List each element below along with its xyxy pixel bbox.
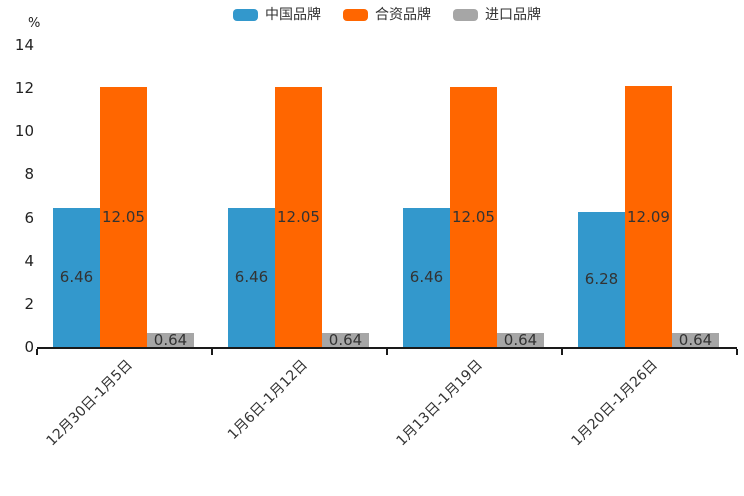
bar-进口品牌-2	[497, 333, 544, 347]
x-axis-tick	[561, 349, 563, 355]
y-tick-label: 2	[24, 294, 34, 313]
bar-合资品牌-3	[625, 86, 672, 347]
bar-value-label: 12.09	[627, 207, 670, 226]
y-tick-label: 6	[24, 208, 34, 227]
x-axis-line	[37, 347, 737, 349]
bar-进口品牌-0	[147, 333, 194, 347]
legend-swatch-icon	[453, 9, 478, 21]
legend-swatch-icon	[343, 9, 368, 21]
legend-label: 合资品牌	[375, 7, 431, 23]
bar-中国品牌-3	[578, 211, 625, 347]
bar-value-label: 0.64	[503, 331, 538, 350]
x-tick-label-0: 12月30日-1月5日	[43, 357, 136, 450]
x-axis-tick	[36, 349, 38, 355]
x-tick-label-1: 1月6日-1月12日	[224, 357, 311, 443]
bar-value-label: 0.64	[328, 331, 363, 350]
bar-value-label: 6.46	[59, 268, 94, 287]
x-axis-tick	[211, 349, 213, 355]
bar-value-label: 0.64	[153, 331, 188, 350]
legend-item-1[interactable]: 合资品牌	[343, 8, 431, 22]
legend-item-2[interactable]: 进口品牌	[453, 8, 541, 22]
bar-value-label: 6.46	[234, 268, 269, 287]
legend-label: 进口品牌	[485, 7, 541, 23]
x-tick-label-3: 1月20日-1月26日	[568, 357, 661, 450]
bar-合资品牌-0	[100, 87, 147, 347]
bar-value-label: 12.05	[102, 208, 145, 227]
y-tick-label: 4	[24, 251, 34, 270]
bar-合资品牌-1	[275, 87, 322, 347]
y-tick-label: 12	[14, 79, 34, 98]
bar-value-label: 6.28	[584, 270, 619, 289]
x-axis-tick	[736, 349, 738, 355]
legend-label: 中国品牌	[265, 7, 321, 23]
x-tick-label-2: 1月13日-1月19日	[393, 357, 486, 450]
y-tick-label: 0	[24, 338, 34, 356]
legend-item-0[interactable]: 中国品牌	[233, 8, 321, 22]
bar-中国品牌-1	[228, 207, 275, 347]
bar-value-label: 0.64	[678, 331, 713, 350]
y-tick-label: 8	[24, 165, 34, 184]
y-tick-label: 10	[14, 122, 34, 141]
bar-value-label: 12.05	[277, 208, 320, 227]
x-axis-tick	[386, 349, 388, 355]
chart-legend: 中国品牌 合资品牌 进口品牌	[233, 8, 541, 22]
bar-进口品牌-3	[672, 333, 719, 347]
y-axis-unit-label: %	[28, 16, 41, 31]
bar-合资品牌-2	[450, 87, 497, 347]
legend-swatch-icon	[233, 9, 258, 21]
bar-value-label: 12.05	[452, 208, 495, 227]
bar-value-label: 6.46	[409, 268, 444, 287]
y-tick-label: 14	[14, 36, 34, 54]
bar-中国品牌-2	[403, 207, 450, 347]
bar-进口品牌-1	[322, 333, 369, 347]
bar-中国品牌-0	[53, 207, 100, 347]
